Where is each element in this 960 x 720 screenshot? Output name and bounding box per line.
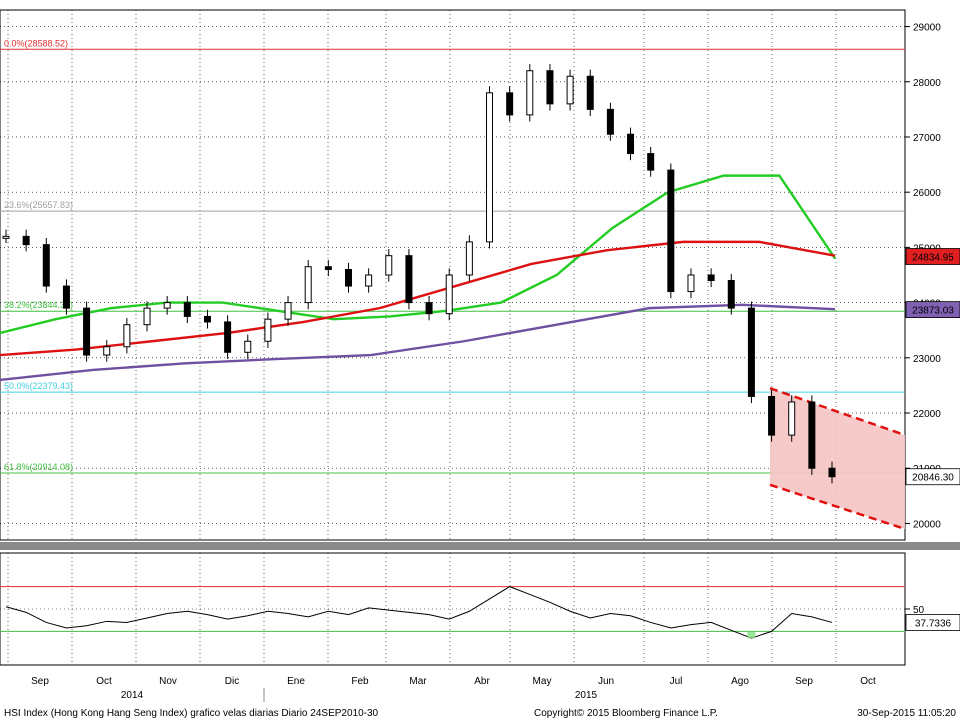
rsi-oversold-fill	[747, 631, 756, 639]
month-tick-label: Dic	[225, 676, 239, 687]
candle-body	[586, 75, 594, 110]
footer-timestamp: 30-Sep-2015 11:05:20	[857, 708, 956, 719]
candle-body	[244, 340, 252, 353]
candle-body	[707, 274, 715, 282]
candle-body	[506, 92, 514, 116]
year-label: 2014	[121, 690, 144, 701]
moving-average-line	[0, 174, 836, 335]
candle-body	[546, 70, 554, 105]
month-tick-label: Nov	[159, 676, 177, 687]
candle-body	[324, 266, 332, 270]
price-tick-label: 20000	[913, 519, 941, 530]
fib-level-label: 38.2%(23844.33)	[4, 300, 73, 310]
rsi-value-tag	[905, 614, 960, 631]
fib-level-label: 61.8%(20914.08)	[4, 462, 73, 472]
rsi-line	[5, 586, 833, 639]
candle-body	[224, 321, 232, 353]
panel-separator	[0, 542, 960, 550]
moving-average-line	[0, 303, 836, 382]
price-tick-label: 23000	[913, 354, 941, 365]
price-tag	[905, 301, 960, 319]
candle-body	[425, 302, 433, 315]
candles-group	[2, 64, 836, 484]
year-label: 2015	[575, 690, 598, 701]
candle-body	[566, 75, 574, 105]
channel-lower-line	[769, 483, 906, 531]
price-tick-label: 26000	[913, 188, 941, 199]
price-tag-label: 23873.03	[912, 306, 954, 317]
candle-body	[83, 307, 91, 356]
month-tick-label: May	[533, 676, 552, 687]
candle-body	[103, 346, 111, 356]
candle-body	[788, 401, 796, 436]
price-tick-label: 29000	[913, 23, 941, 34]
candle-body	[808, 401, 816, 469]
price-tick-label: 22000	[913, 409, 941, 420]
candle-body	[486, 92, 494, 243]
candle-body	[687, 274, 695, 293]
month-tick-label: Sep	[795, 676, 813, 687]
candle-body	[183, 302, 191, 317]
fib-level-label: 0.0%(28588.52)	[4, 38, 68, 48]
candle-body	[667, 169, 675, 293]
candle-body	[2, 235, 10, 239]
month-tick-label: Oct	[96, 676, 112, 687]
price-tag-label: 24834.95	[912, 253, 954, 264]
month-tick-label: Ago	[731, 676, 749, 687]
candle-body	[647, 153, 655, 171]
price-tag	[905, 248, 960, 265]
month-tick-label: Sep	[31, 676, 49, 687]
month-tick-label: Abr	[474, 676, 490, 687]
candle-body	[727, 280, 735, 309]
candle-body	[304, 266, 312, 304]
month-tick-label: Jun	[598, 676, 614, 687]
candle-body	[606, 108, 614, 135]
candle-body	[22, 235, 30, 246]
month-tick-label: Jul	[670, 676, 683, 687]
month-tick-label: Feb	[351, 676, 369, 687]
candle-body	[465, 241, 473, 276]
candle-body	[405, 255, 413, 304]
candle-body	[344, 268, 352, 287]
candle-body	[203, 315, 211, 323]
fib-level-label: 23.6%(25657.83)	[4, 200, 73, 210]
rsi-tick-label: 50	[913, 605, 925, 616]
candle-body	[385, 255, 393, 276]
rsi-value-label: 37.7336	[915, 618, 952, 629]
candle-body	[747, 307, 755, 397]
month-tick-label: Ene	[287, 676, 305, 687]
candle-body	[42, 244, 50, 287]
candle-body	[123, 324, 131, 348]
candle-body	[526, 70, 534, 116]
footer-ticker-note: HSI Index (Hong Kong Hang Seng Index) gr…	[4, 708, 379, 719]
price-tick-label: 27000	[913, 133, 941, 144]
candle-body	[768, 395, 776, 436]
price-tick-label: 28000	[913, 78, 941, 89]
moving-average-line	[0, 240, 836, 357]
candle-body	[828, 467, 836, 478]
candle-body	[284, 302, 292, 320]
price-tag-label: 20846.30	[912, 473, 954, 484]
candle-body	[627, 133, 635, 155]
candle-body	[143, 307, 151, 326]
fib-level-label: 50.0%(22379.43)	[4, 381, 73, 391]
candle-body	[163, 302, 171, 309]
month-tick-label: Oct	[860, 676, 876, 687]
price-tag	[905, 468, 960, 486]
channel-upper-line	[769, 386, 906, 437]
footer-copyright: Copyright© 2015 Bloomberg Finance L.P.	[534, 708, 718, 719]
candle-body	[445, 274, 453, 315]
candle-body	[365, 274, 373, 287]
month-tick-label: Mar	[409, 676, 427, 687]
candle-body	[62, 285, 70, 309]
candle-body	[264, 318, 272, 342]
